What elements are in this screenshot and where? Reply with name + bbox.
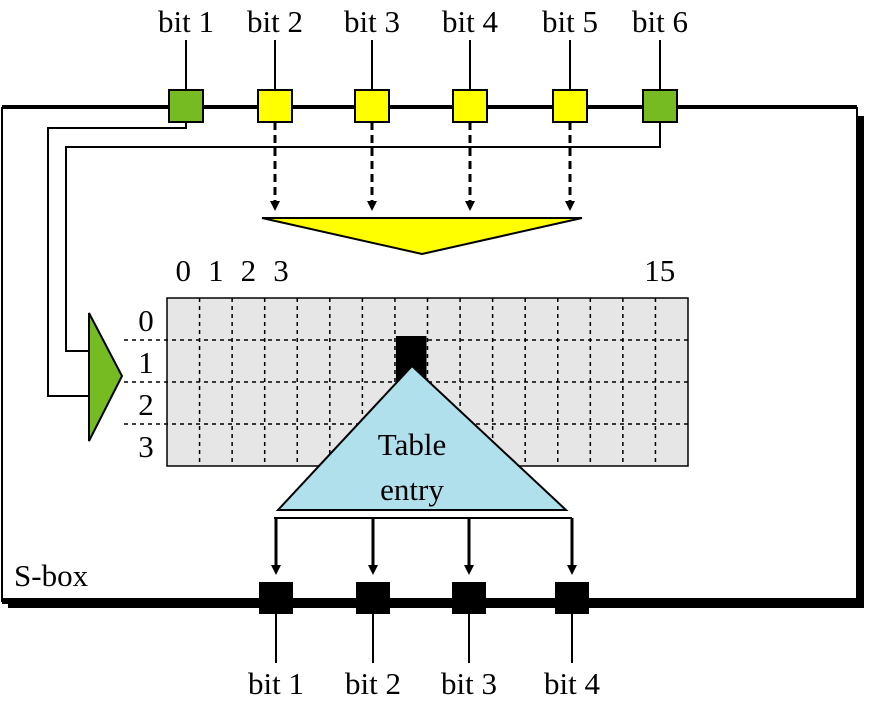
table-row-label: 0 [138, 303, 154, 338]
sbox-label: S-box [14, 558, 89, 593]
input-bit-label: bit 5 [542, 4, 598, 39]
table-column-label: 15 [644, 253, 675, 288]
input-bit-label: bit 2 [247, 4, 303, 39]
output-bit-label: bit 3 [441, 666, 497, 701]
table-row-label: 1 [138, 345, 154, 380]
table-entry-label-line1: Table [378, 427, 446, 462]
input-bit-box [552, 89, 588, 123]
input-bit-box [257, 89, 293, 123]
table-row-label: 3 [138, 429, 154, 464]
input-bit-label: bit 3 [344, 4, 400, 39]
bit1-route-line [47, 122, 187, 397]
output-bit-label: bit 1 [248, 666, 304, 701]
table-column-label: 0 [176, 253, 192, 288]
column-selector [261, 217, 583, 256]
table-entry-label-line2: entry [380, 472, 444, 507]
table-column-label: 1 [208, 253, 224, 288]
table-column-label: 3 [273, 253, 289, 288]
input-bit-box [168, 89, 204, 123]
table-column-label: 2 [241, 253, 257, 288]
input-bit-box [642, 89, 678, 123]
output-bit-box [356, 582, 390, 614]
row-selector [88, 312, 124, 442]
output-bit-box [555, 582, 589, 614]
output-bit-box [452, 582, 486, 614]
input-bit-label: bit 6 [632, 4, 688, 39]
input-bit-box [452, 89, 488, 123]
table-row-label: 2 [138, 387, 154, 422]
input-bit-label: bit 4 [442, 4, 498, 39]
table-entry-triangle [275, 364, 569, 511]
output-bit-label: bit 4 [544, 666, 600, 701]
output-bit-box [259, 582, 293, 614]
bit6-route-line [65, 122, 661, 352]
input-bit-label: bit 1 [158, 4, 214, 39]
output-bit-label: bit 2 [345, 666, 401, 701]
input-bit-box [354, 89, 390, 123]
